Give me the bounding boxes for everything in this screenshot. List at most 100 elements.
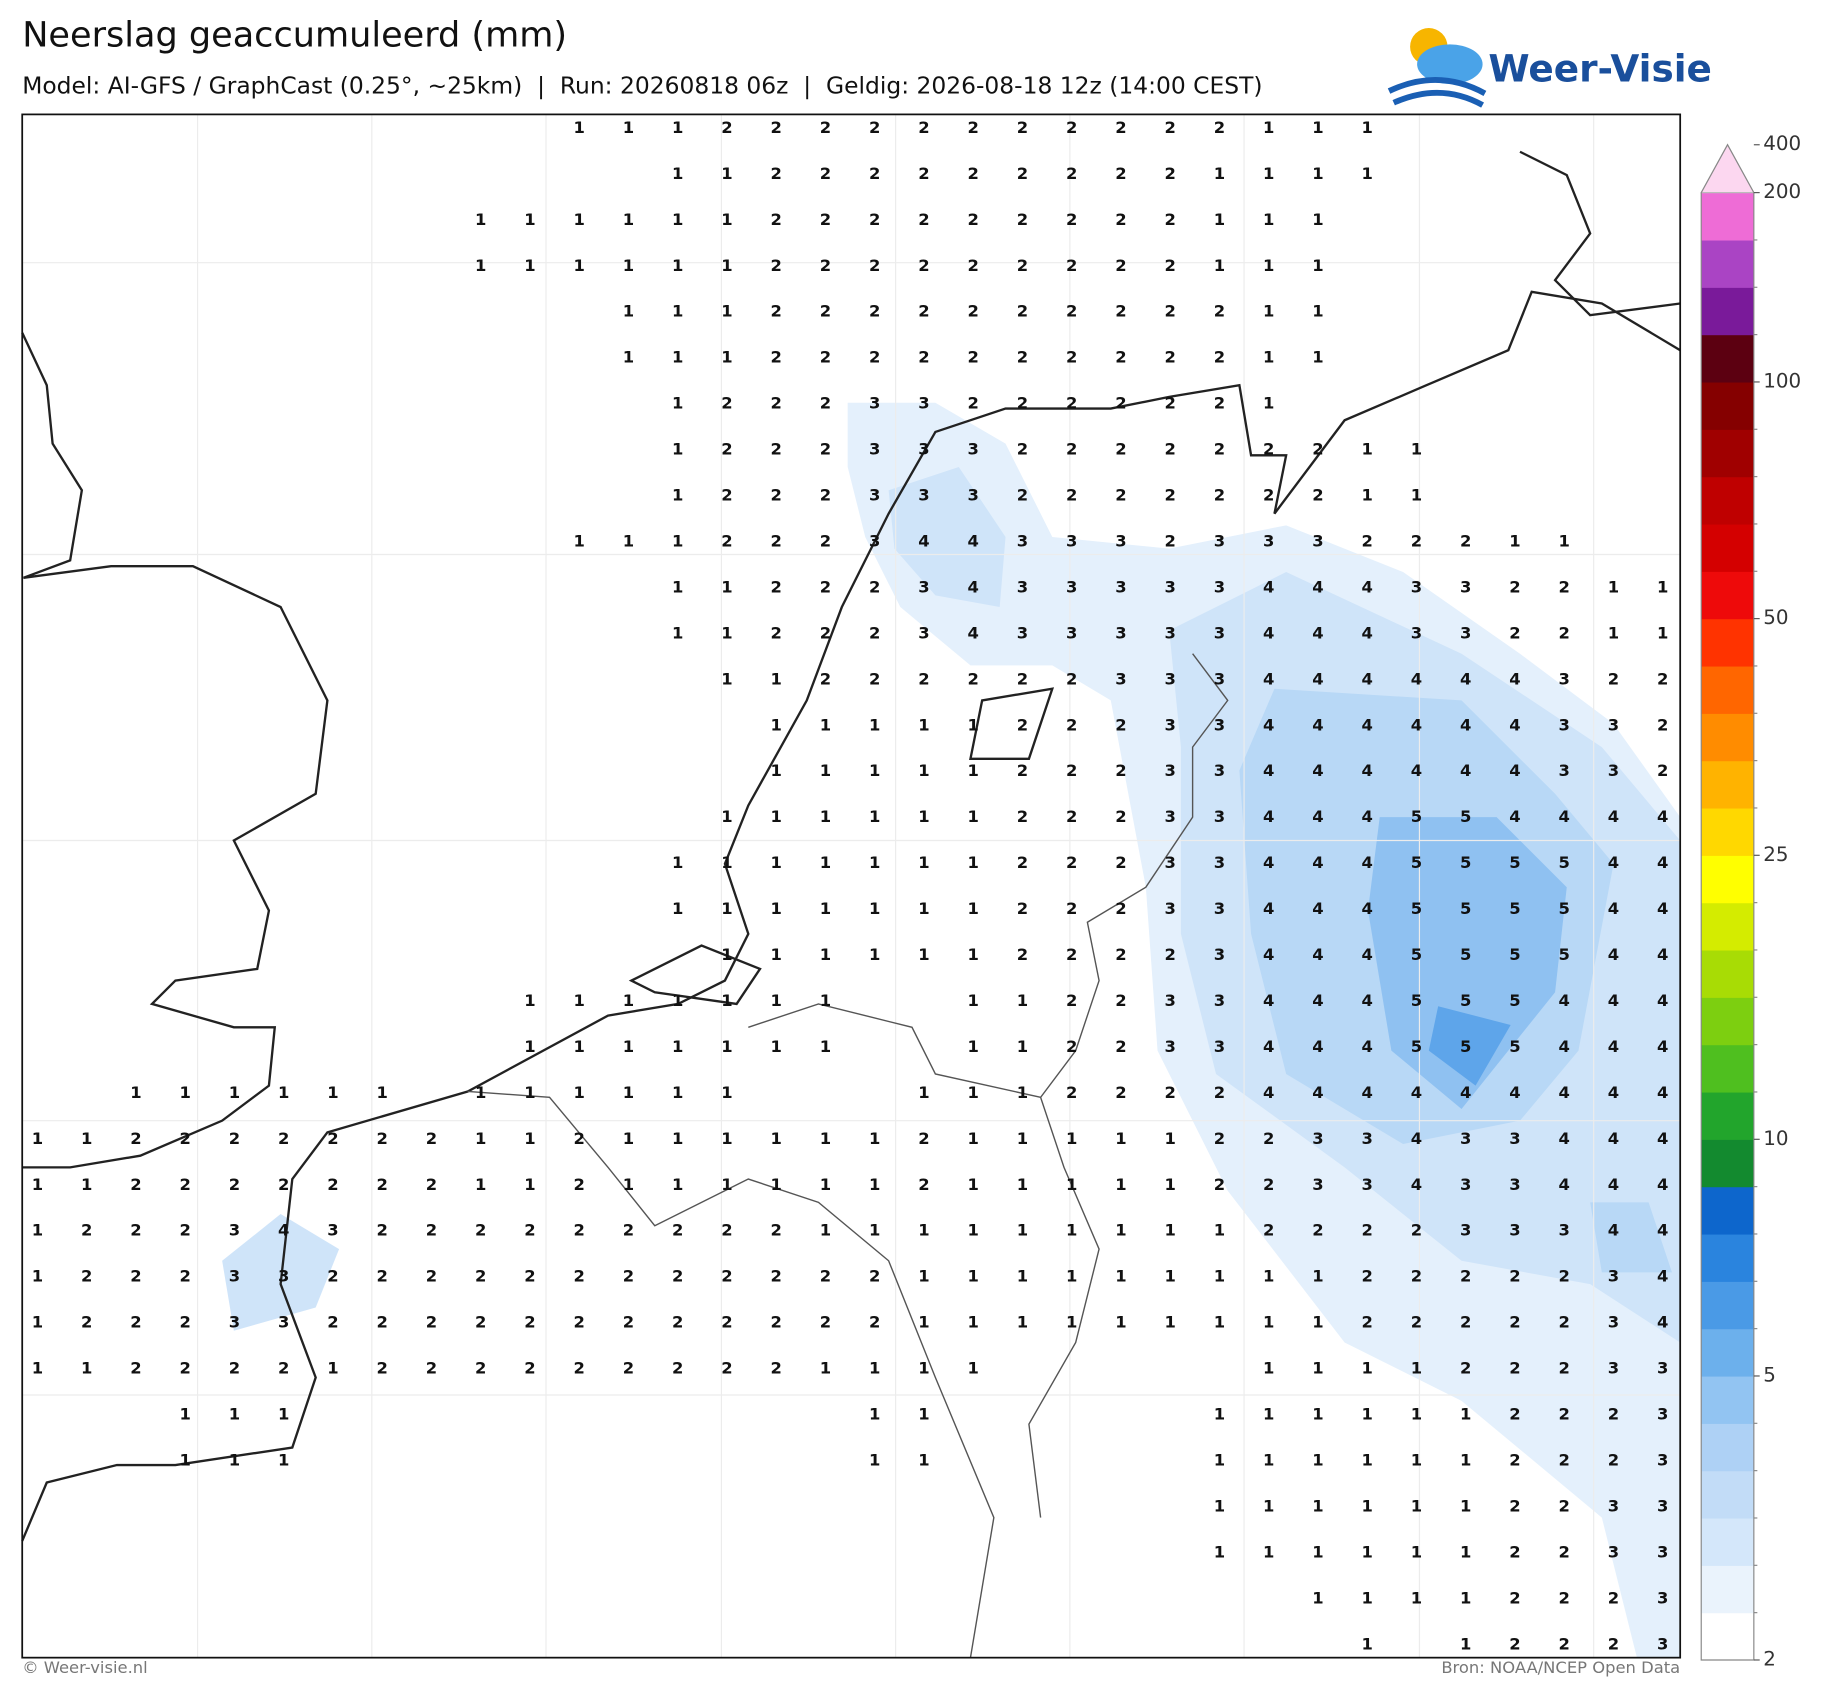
value-label: 2	[426, 1129, 437, 1148]
value-label: 4	[1312, 807, 1323, 826]
value-label: 2	[130, 1221, 141, 1240]
value-label: 3	[918, 486, 929, 505]
coastline-denmark	[1519, 150, 1681, 317]
value-label: 2	[81, 1267, 92, 1286]
value-label: 1	[376, 1083, 387, 1102]
value-label: 4	[1608, 945, 1619, 964]
colorbar-segment	[1701, 334, 1754, 383]
value-label: 1	[869, 1359, 880, 1378]
value-label: 2	[475, 1359, 486, 1378]
value-label: 4	[1312, 991, 1323, 1010]
value-label: 1	[1312, 210, 1323, 229]
value-label: 3	[1115, 623, 1126, 642]
value-label: 1	[967, 761, 978, 780]
value-label: 1	[1164, 1267, 1175, 1286]
value-label: 1	[820, 807, 831, 826]
value-label: 2	[820, 1267, 831, 1286]
value-label: 2	[1164, 302, 1175, 321]
value-label: 2	[869, 669, 880, 688]
value-label: 2	[524, 1313, 535, 1332]
value-label: 4	[1509, 807, 1520, 826]
value-label: 2	[869, 210, 880, 229]
value-label: 3	[918, 577, 929, 596]
value-label: 2	[524, 1267, 535, 1286]
value-label: 2	[820, 486, 831, 505]
value-label: 1	[1312, 348, 1323, 367]
value-label: 2	[1411, 1267, 1422, 1286]
value-label: 4	[1657, 1175, 1668, 1194]
value-label: 1	[179, 1405, 190, 1424]
value-label: 2	[672, 1267, 683, 1286]
value-label: 4	[1608, 853, 1619, 872]
value-label: 1	[1214, 1221, 1225, 1240]
value-label: 2	[869, 1267, 880, 1286]
value-label: 4	[1263, 715, 1274, 734]
value-label: 4	[278, 1221, 289, 1240]
value-label: 1	[1066, 1267, 1077, 1286]
value-label: 4	[1558, 807, 1569, 826]
value-label: 1	[623, 118, 634, 137]
value-label: 2	[278, 1129, 289, 1148]
value-label: 4	[1411, 669, 1422, 688]
value-label: 3	[1214, 899, 1225, 918]
value-label: 1	[1263, 1451, 1274, 1470]
value-label: 1	[672, 1083, 683, 1102]
value-label: 1	[1460, 1634, 1471, 1653]
value-label: 3	[1460, 1175, 1471, 1194]
value-label: 2	[1164, 348, 1175, 367]
value-label: 1	[770, 899, 781, 918]
value-label: 3	[1066, 531, 1077, 550]
value-label: 1	[869, 899, 880, 918]
value-label: 1	[1460, 1496, 1471, 1515]
colorbar-segment	[1701, 1517, 1754, 1566]
value-label: 2	[869, 1313, 880, 1332]
value-label: 1	[81, 1359, 92, 1378]
value-label: 2	[1608, 669, 1619, 688]
value-label: 1	[967, 945, 978, 964]
value-label: 2	[770, 118, 781, 137]
value-label: 1	[524, 1037, 535, 1056]
value-label: 1	[672, 394, 683, 413]
value-label: 3	[869, 531, 880, 550]
value-label: 2	[1361, 1267, 1372, 1286]
value-label: 1	[573, 991, 584, 1010]
colorbar-tick-label: 100	[1763, 369, 1801, 392]
value-label: 2	[1558, 1588, 1569, 1607]
value-label: 2	[1263, 1129, 1274, 1148]
value-label: 1	[1361, 1634, 1372, 1653]
graticule	[22, 114, 1681, 1658]
value-label: 5	[1460, 991, 1471, 1010]
value-label: 3	[1608, 1359, 1619, 1378]
value-label: 2	[1115, 715, 1126, 734]
value-label: 2	[918, 118, 929, 137]
title: Neerslag geaccumuleerd (mm)	[22, 15, 567, 56]
value-label: 3	[1460, 623, 1471, 642]
value-label: 2	[1066, 256, 1077, 275]
value-label: 1	[721, 669, 732, 688]
value-label: 2	[179, 1359, 190, 1378]
value-label: 1	[1460, 1542, 1471, 1561]
value-label: 5	[1509, 899, 1520, 918]
value-label: 4	[1312, 1083, 1323, 1102]
value-label: 2	[770, 210, 781, 229]
value-label: 1	[967, 807, 978, 826]
value-label: 1	[820, 1037, 831, 1056]
value-label: 2	[918, 1175, 929, 1194]
value-label: 1	[672, 486, 683, 505]
shade-2	[888, 466, 1006, 608]
value-label: 2	[1558, 1267, 1569, 1286]
value-label: 2	[1115, 853, 1126, 872]
value-label: 4	[967, 531, 978, 550]
value-label: 1	[770, 807, 781, 826]
value-label: 3	[1361, 1175, 1372, 1194]
value-label: 1	[1263, 394, 1274, 413]
value-label: 5	[1460, 853, 1471, 872]
value-label: 1	[1361, 440, 1372, 459]
value-label: 1	[1312, 1405, 1323, 1424]
value-label: 3	[278, 1313, 289, 1332]
value-label: 1	[918, 899, 929, 918]
value-label: 1	[1361, 1405, 1372, 1424]
value-label: 1	[672, 1037, 683, 1056]
value-label: 1	[721, 210, 732, 229]
value-label: 1	[721, 164, 732, 183]
